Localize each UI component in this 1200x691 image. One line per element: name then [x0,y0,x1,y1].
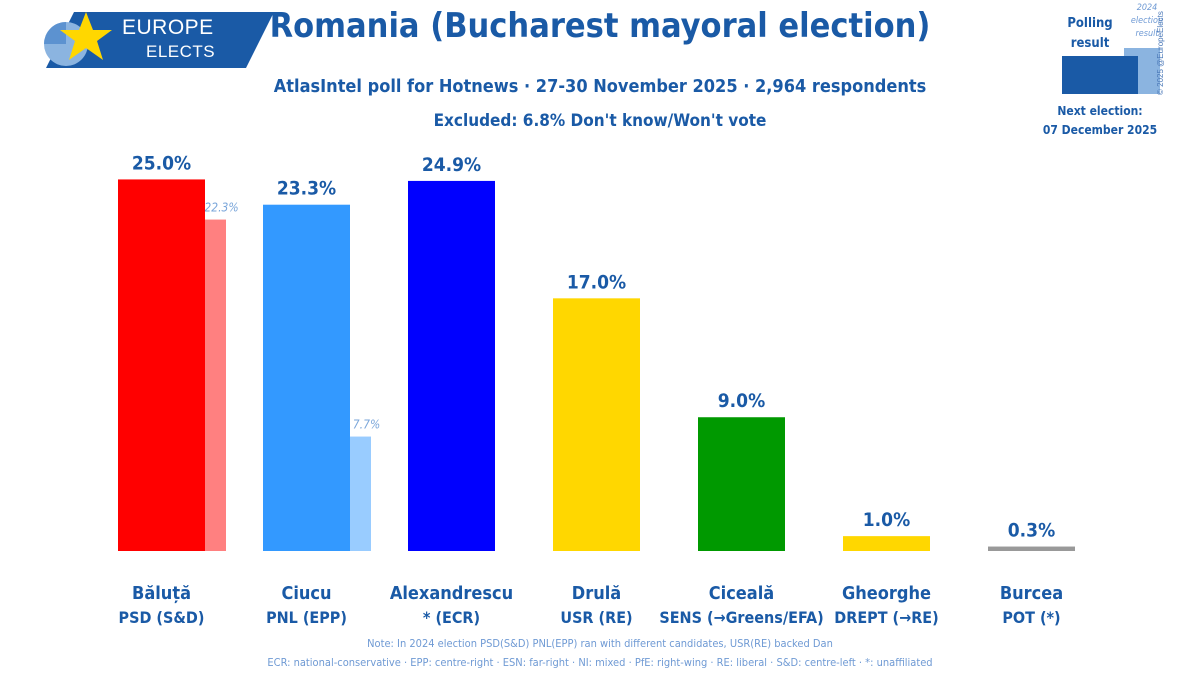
next-election-date: 07 December 2025 [1042,123,1158,137]
value-label-4: 9.0% [718,390,765,412]
bar-5 [843,536,930,551]
party-label-0: PSD (S&D) [119,608,205,627]
value-label-6: 0.3% [1008,520,1055,542]
party-label-4: SENS (→Greens/EFA) [659,608,823,627]
prev-value-label-1: 7.7% [353,418,380,432]
party-label-6: POT (*) [1002,608,1060,627]
candidate-label-5: Gheorghe [842,583,931,604]
footer-glossary: ECR: national-conservative · EPP: centre… [267,656,933,669]
candidate-label-3: Drulă [572,583,621,604]
excluded-note: Excluded: 6.8% Don't know/Won't vote [433,111,767,131]
prev-value-label-0: 22.3% [204,201,238,215]
legend-swatches [1062,48,1160,94]
candidate-label-2: Alexandrescu [390,583,513,604]
prev-bar-0 [205,219,226,551]
candidate-label-0: Băluță [132,583,191,604]
footer-note: Note: In 2024 election PSD(S&D) PNL(EPP)… [367,637,833,650]
logo-text-europe: EUROPE [122,16,214,39]
bar-1 [263,204,350,551]
candidate-label-4: Ciceală [709,583,774,604]
legend-poll-swatch [1062,56,1138,94]
logo-graphic [44,12,274,68]
party-label-2: * (ECR) [423,608,480,627]
value-label-5: 1.0% [863,509,910,531]
value-label-0: 25.0% [132,152,191,174]
bar-2 [408,180,495,551]
value-label-1: 23.3% [277,178,336,200]
party-label-1: PNL (EPP) [266,608,347,627]
candidate-label-1: Ciucu [281,583,331,604]
candidate-label-6: Burcea [1000,583,1063,604]
value-label-3: 17.0% [567,271,626,293]
bar-3 [553,298,640,551]
chart-subtitle: AtlasIntel poll for Hotnews · 27-30 Nove… [273,76,927,97]
bar-6 [988,546,1075,551]
next-election-label: Next election: [1057,104,1143,118]
bar-0 [118,179,205,551]
legend-prev-label: 2024 election result [1130,3,1164,39]
europe-elects-logo: EUROPE ELECTS [38,12,278,68]
logo-text-elects: ELECTS [146,42,216,61]
chart-title: Romania (Bucharest mayoral election) [269,6,931,46]
value-label-2: 24.9% [422,154,481,176]
party-label-3: USR (RE) [560,608,632,627]
party-label-5: DREPT (→RE) [834,608,938,627]
next-election: Next election: 07 December 2025 [1040,102,1160,140]
prev-bar-1 [350,436,371,551]
legend-poll-label: Polling result [1067,16,1113,51]
legend: Polling result 2024 election result Next… [1040,0,1200,150]
star-icon [60,12,112,60]
bar-4 [698,417,785,551]
